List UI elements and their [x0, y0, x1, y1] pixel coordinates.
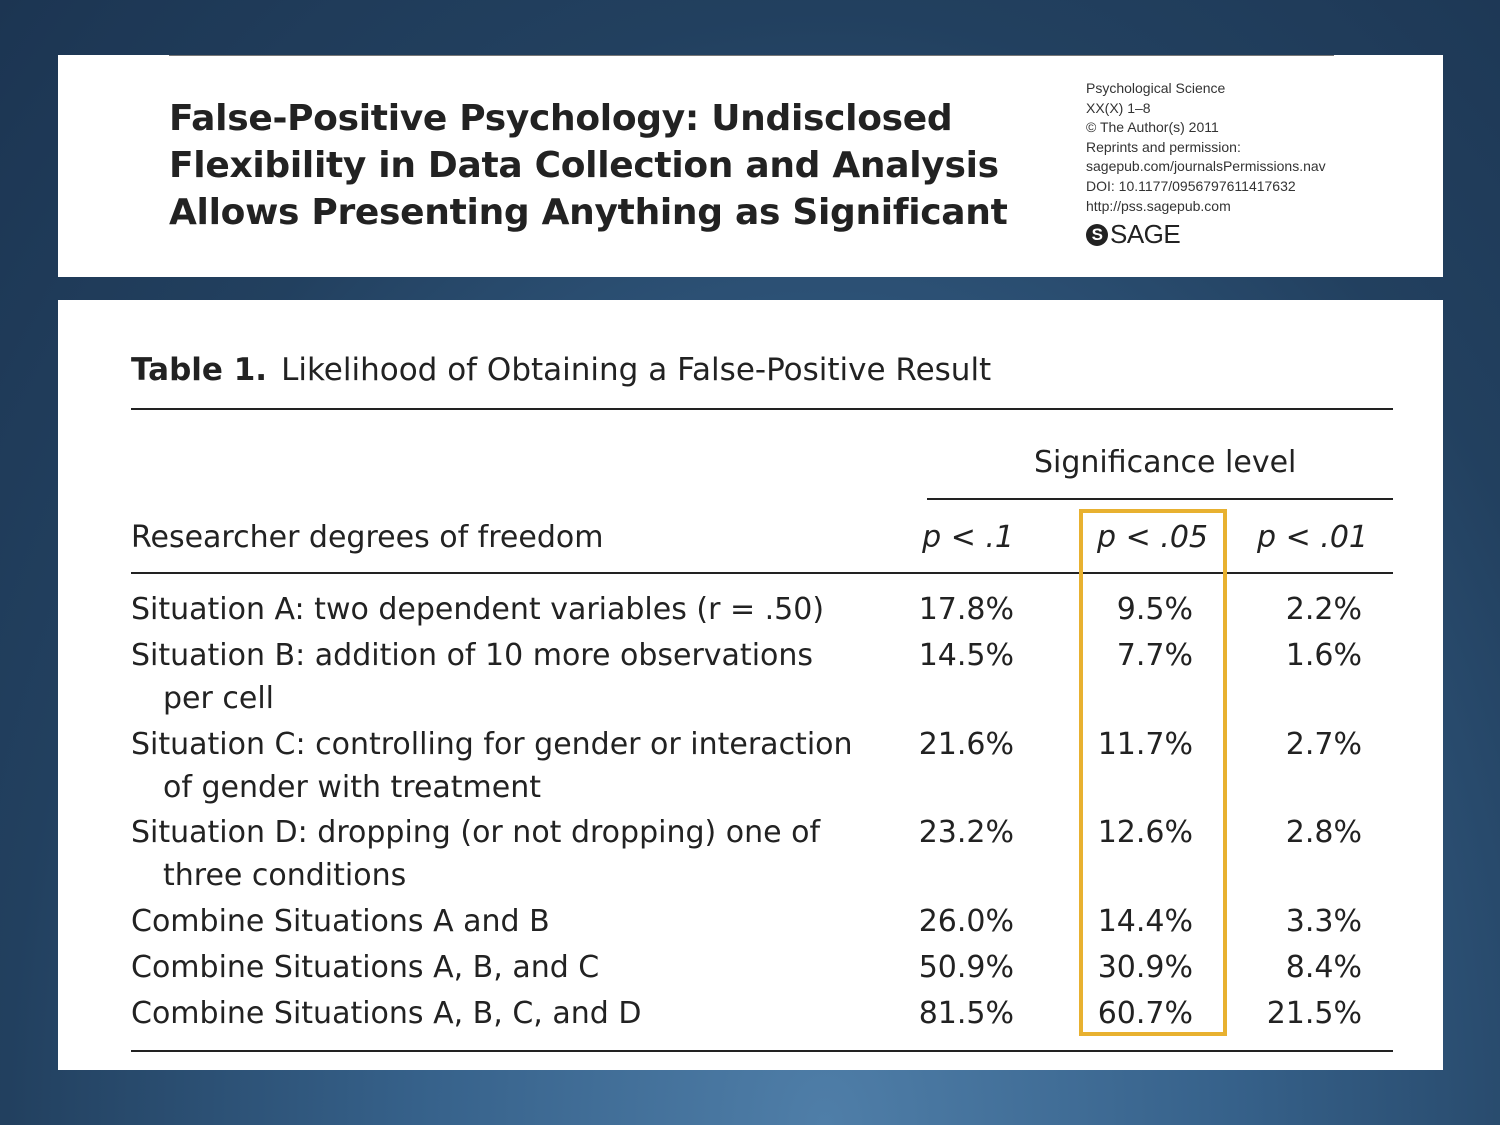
cell-value: 50.9% — [918, 950, 1014, 985]
row-label-continuation: per cell — [163, 681, 274, 716]
header-bottom-rule — [131, 572, 1393, 574]
paper-title: False-Positive Psychology: Undisclosed F… — [169, 95, 1029, 236]
header-top-rule — [169, 55, 1334, 56]
sage-logo: S SAGE — [1086, 219, 1181, 250]
permissions-link: sagepub.com/journalsPermissions.nav — [1086, 158, 1326, 175]
row-label: Situation D: dropping (or not dropping) … — [131, 815, 821, 850]
row-label: Combine Situations A, B, C, and D — [131, 996, 642, 1031]
cell-value: 14.5% — [918, 638, 1014, 673]
table-bottom-rule — [131, 1050, 1393, 1052]
column-header-p05: p < .05 — [1097, 520, 1208, 555]
sage-s-icon: S — [1086, 223, 1108, 246]
cell-value: 9.5% — [1116, 592, 1193, 627]
reprints-label: Reprints and permission: — [1086, 138, 1241, 155]
row-label: Combine Situations A, B, and C — [131, 950, 600, 985]
table-caption: Table 1. Likelihood of Obtaining a False-… — [131, 352, 991, 388]
cell-value: 14.4% — [1097, 904, 1193, 939]
cell-value: 81.5% — [918, 996, 1014, 1031]
cell-value: 2.2% — [1285, 592, 1362, 627]
column-header-p01: p < .01 — [1257, 520, 1368, 555]
journal-name: Psychological Science — [1086, 80, 1226, 96]
doi: DOI: 10.1177/0956797611417632 — [1086, 177, 1296, 194]
p05-column-highlight — [1079, 509, 1227, 1036]
cell-value: 12.6% — [1097, 815, 1193, 850]
paper-title-line: Flexibility in Data Collection and Analy… — [169, 145, 999, 186]
journal-volume: XX(X) 1–8 — [1086, 99, 1151, 116]
table-panel: Table 1. Likelihood of Obtaining a False-… — [58, 300, 1443, 1070]
group-header: Significance level — [1034, 445, 1297, 480]
row-label-continuation: three conditions — [163, 858, 407, 893]
cell-value: 60.7% — [1097, 996, 1193, 1031]
table-caption-text: Likelihood of Obtaining a False-Positive… — [281, 352, 992, 388]
cell-value: 1.6% — [1285, 638, 1362, 673]
cell-value: 23.2% — [918, 815, 1014, 850]
cell-value: 11.7% — [1097, 727, 1193, 762]
cell-value: 3.3% — [1285, 904, 1362, 939]
cell-value: 26.0% — [918, 904, 1014, 939]
row-label: Situation B: addition of 10 more observa… — [131, 638, 814, 673]
group-header-rule — [927, 498, 1393, 500]
sage-logo-text: SAGE — [1110, 219, 1181, 249]
row-label-continuation: of gender with treatment — [163, 770, 542, 805]
cell-value: 30.9% — [1097, 950, 1193, 985]
row-header: Researcher degrees of freedom — [131, 520, 604, 555]
journal-meta: Psychological Science XX(X) 1–8 © The Au… — [1086, 79, 1326, 216]
cell-value: 17.8% — [918, 592, 1014, 627]
paper-title-line: Allows Presenting Anything as Significan… — [169, 192, 1008, 233]
column-header-p1: p < .1 — [922, 520, 1014, 555]
cell-value: 2.7% — [1285, 727, 1362, 762]
row-label: Situation A: two dependent variables (r … — [131, 592, 825, 627]
cell-value: 21.5% — [1266, 996, 1362, 1031]
paper-title-line: False-Positive Psychology: Undisclosed — [169, 98, 953, 139]
cell-value: 8.4% — [1285, 950, 1362, 985]
table-label: Table 1. — [131, 352, 268, 388]
row-label: Situation C: controlling for gender or i… — [131, 727, 853, 762]
cell-value: 2.8% — [1285, 815, 1362, 850]
cell-value: 7.7% — [1116, 638, 1193, 673]
table-top-rule — [131, 408, 1393, 410]
row-label: Combine Situations A and B — [131, 904, 550, 939]
paper-header-panel: False-Positive Psychology: Undisclosed F… — [58, 55, 1443, 277]
journal-url: http://pss.sagepub.com — [1086, 197, 1231, 214]
cell-value: 21.6% — [918, 727, 1014, 762]
copyright: © The Author(s) 2011 — [1086, 119, 1219, 136]
